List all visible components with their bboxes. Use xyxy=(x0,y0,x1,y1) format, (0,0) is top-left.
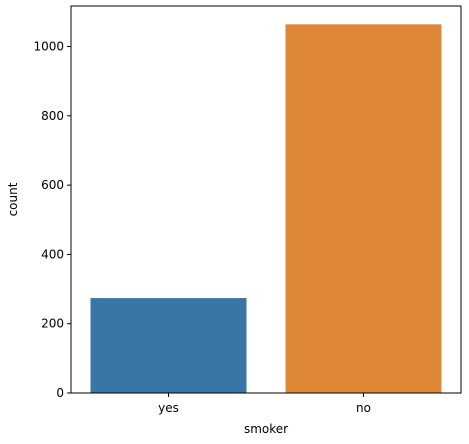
y-tick-label-200: 200 xyxy=(41,317,64,331)
y-axis-label: count xyxy=(6,182,20,216)
x-axis-label: smoker xyxy=(244,422,288,436)
bar-no xyxy=(285,24,442,393)
y-tick-label-600: 600 xyxy=(41,178,64,192)
y-axis-ticks: 0 200 400 600 800 1000 xyxy=(33,40,71,400)
y-tick-label-400: 400 xyxy=(41,247,64,261)
bar-yes xyxy=(90,298,247,393)
x-axis-ticks: yes no xyxy=(158,393,371,415)
y-tick-label-1000: 1000 xyxy=(33,40,64,54)
bars-group xyxy=(90,24,442,393)
y-tick-label-800: 800 xyxy=(41,109,64,123)
x-tick-label-no: no xyxy=(356,401,371,415)
plot-frame xyxy=(70,5,462,394)
y-tick-label-0: 0 xyxy=(56,386,64,400)
x-tick-label-yes: yes xyxy=(158,401,179,415)
